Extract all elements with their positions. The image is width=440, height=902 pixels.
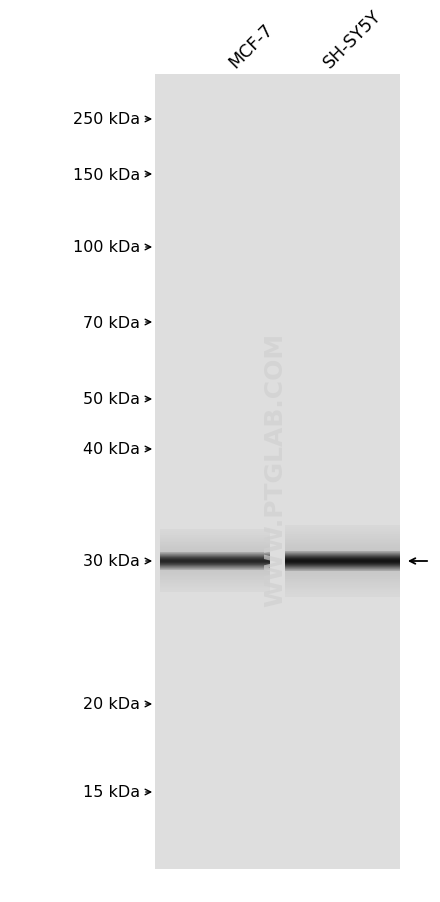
Text: 100 kDa: 100 kDa	[73, 240, 140, 255]
Text: 40 kDa: 40 kDa	[83, 442, 140, 457]
Text: 50 kDa: 50 kDa	[83, 392, 140, 407]
Text: 150 kDa: 150 kDa	[73, 167, 140, 182]
Text: MCF-7: MCF-7	[225, 21, 276, 72]
Text: WWW.PTGLAB.COM: WWW.PTGLAB.COM	[263, 333, 287, 606]
Text: SH-SY5Y: SH-SY5Y	[320, 7, 385, 72]
Text: 30 kDa: 30 kDa	[83, 554, 140, 569]
Text: 70 kDa: 70 kDa	[83, 315, 140, 330]
Text: 20 kDa: 20 kDa	[83, 696, 140, 712]
Bar	[155, 75, 400, 869]
Text: 250 kDa: 250 kDa	[73, 113, 140, 127]
Text: 15 kDa: 15 kDa	[83, 785, 140, 799]
